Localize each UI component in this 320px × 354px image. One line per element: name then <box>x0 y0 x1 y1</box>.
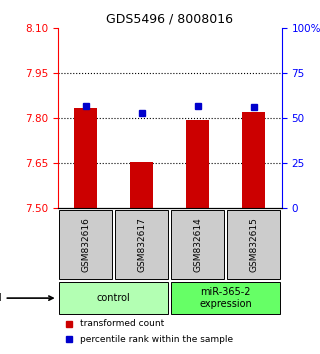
FancyBboxPatch shape <box>227 210 280 279</box>
Title: GDS5496 / 8008016: GDS5496 / 8008016 <box>106 13 233 26</box>
Text: protocol: protocol <box>0 293 53 303</box>
FancyBboxPatch shape <box>171 282 280 314</box>
Text: GSM832615: GSM832615 <box>249 217 258 272</box>
FancyBboxPatch shape <box>115 210 168 279</box>
Text: GSM832617: GSM832617 <box>137 217 146 272</box>
Text: transformed count: transformed count <box>80 319 164 328</box>
Bar <box>243 112 265 208</box>
FancyBboxPatch shape <box>59 282 168 314</box>
Bar <box>74 108 97 208</box>
Bar <box>186 120 209 208</box>
Text: control: control <box>97 293 131 303</box>
Text: GSM832616: GSM832616 <box>81 217 90 272</box>
FancyBboxPatch shape <box>171 210 225 279</box>
FancyBboxPatch shape <box>59 210 113 279</box>
Bar <box>131 162 153 208</box>
Text: miR-365-2
expression: miR-365-2 expression <box>199 287 252 309</box>
Text: percentile rank within the sample: percentile rank within the sample <box>80 335 233 344</box>
Text: GSM832614: GSM832614 <box>193 217 202 272</box>
